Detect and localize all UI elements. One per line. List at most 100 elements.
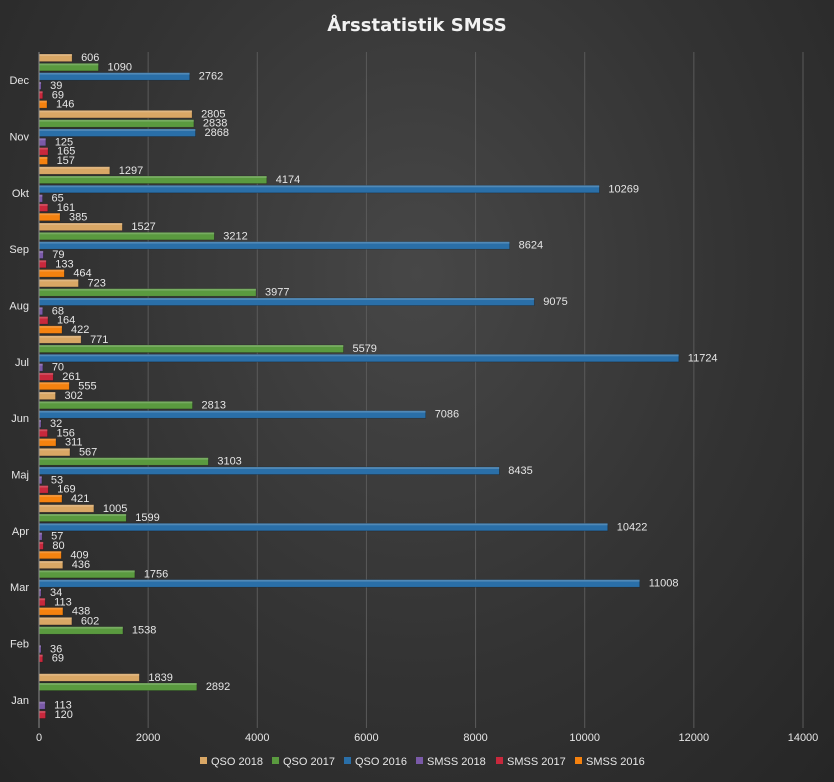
bar-highlight [39,223,123,225]
y-tick-label: Jul [15,357,29,369]
data-label: 10269 [608,183,639,195]
bar-highlight [39,485,49,488]
legend-swatch [344,757,351,764]
y-tick-label: Apr [12,526,29,538]
x-tick-label: 6000 [354,732,378,744]
bar-highlight [39,194,43,197]
data-label: 1005 [103,503,127,515]
data-label: 438 [72,606,90,618]
data-label: 53 [51,474,63,486]
y-tick-label: Mar [10,582,29,594]
bar-highlight [39,344,344,347]
data-label: 169 [57,484,75,496]
bar-highlight [39,561,63,563]
data-label: 7086 [435,409,459,421]
bar-highlight [39,138,46,141]
bar-highlight [39,626,123,629]
data-label: 2762 [199,71,223,83]
data-label: 80 [52,540,64,552]
legend-swatch [272,757,279,764]
bar-highlight [39,504,94,507]
bar-highlight [39,607,63,610]
bar-highlight [39,438,56,441]
bar-highlight [39,166,110,169]
data-label: 79 [52,249,64,261]
bar-highlight [39,307,43,310]
x-tick-label: 8000 [463,732,487,744]
data-label: 409 [70,549,88,561]
bar-highlight [39,100,47,103]
data-label: 32 [50,418,62,430]
data-label: 133 [55,258,73,270]
legend-label: SMSS 2017 [507,756,566,768]
y-tick-label: Jan [11,695,29,707]
y-tick-label: Dec [9,75,29,87]
y-tick-label: Feb [10,639,29,651]
legend-swatch [200,757,207,764]
data-label: 113 [54,596,72,608]
bar-highlight [39,654,43,657]
data-label: 9075 [543,296,567,308]
bar-highlight [39,570,135,573]
bar-highlight [39,297,535,300]
data-label: 3977 [265,287,289,299]
data-label: 464 [73,268,91,280]
bar-highlight [39,241,510,244]
x-tick-label: 0 [36,732,42,744]
data-label: 1297 [119,165,143,177]
data-label: 2813 [202,399,226,411]
x-tick-label: 2000 [136,732,160,744]
bar-highlight [39,645,41,648]
data-label: 125 [55,136,73,148]
data-label: 555 [78,380,96,392]
bar-highlight [39,710,46,713]
data-label: 1527 [131,221,155,233]
bar-highlight [39,513,127,516]
data-label: 156 [57,427,75,439]
data-label: 157 [57,155,75,167]
bar-highlight [39,419,41,422]
bar-highlight [39,316,48,319]
data-label: 3103 [217,456,241,468]
bar-highlight [39,110,193,113]
data-label: 165 [57,146,75,158]
bar-highlight [39,128,196,131]
bar-highlight [39,279,79,282]
data-label: 68 [52,305,64,317]
x-tick-label: 12000 [679,732,710,744]
data-label: 261 [62,371,80,383]
bar-highlight [39,448,70,451]
legend-label: QSO 2018 [211,756,263,768]
data-label: 34 [50,587,62,599]
bar-highlight [39,288,257,291]
legend-label: QSO 2017 [283,756,335,768]
legend-swatch [575,757,582,764]
bar-highlight [39,232,215,235]
data-label: 606 [81,52,99,64]
bar-highlight [39,551,62,554]
bar-highlight [39,476,42,479]
bar-highlight [39,147,49,150]
y-tick-label: Jun [11,413,29,425]
data-label: 161 [57,202,75,214]
x-tick-label: 4000 [245,732,269,744]
data-label: 164 [57,315,75,327]
bar-highlight [39,91,43,94]
bar-highlight [39,325,63,328]
data-label: 1839 [148,672,172,684]
x-tick-label: 10000 [569,732,600,744]
bar-highlight [39,156,48,159]
bar-highlight [39,363,43,366]
bar-highlight [39,541,44,544]
data-label: 567 [79,446,97,458]
data-label: 421 [71,493,89,505]
y-tick-label: Aug [9,301,29,313]
data-label: 5579 [352,343,376,355]
data-label: 771 [90,334,108,346]
bar-highlight [39,392,56,394]
y-tick-label: Sep [9,244,29,256]
bar-highlight [39,382,70,385]
data-label: 602 [81,615,99,627]
y-tick-label: Nov [9,132,29,144]
